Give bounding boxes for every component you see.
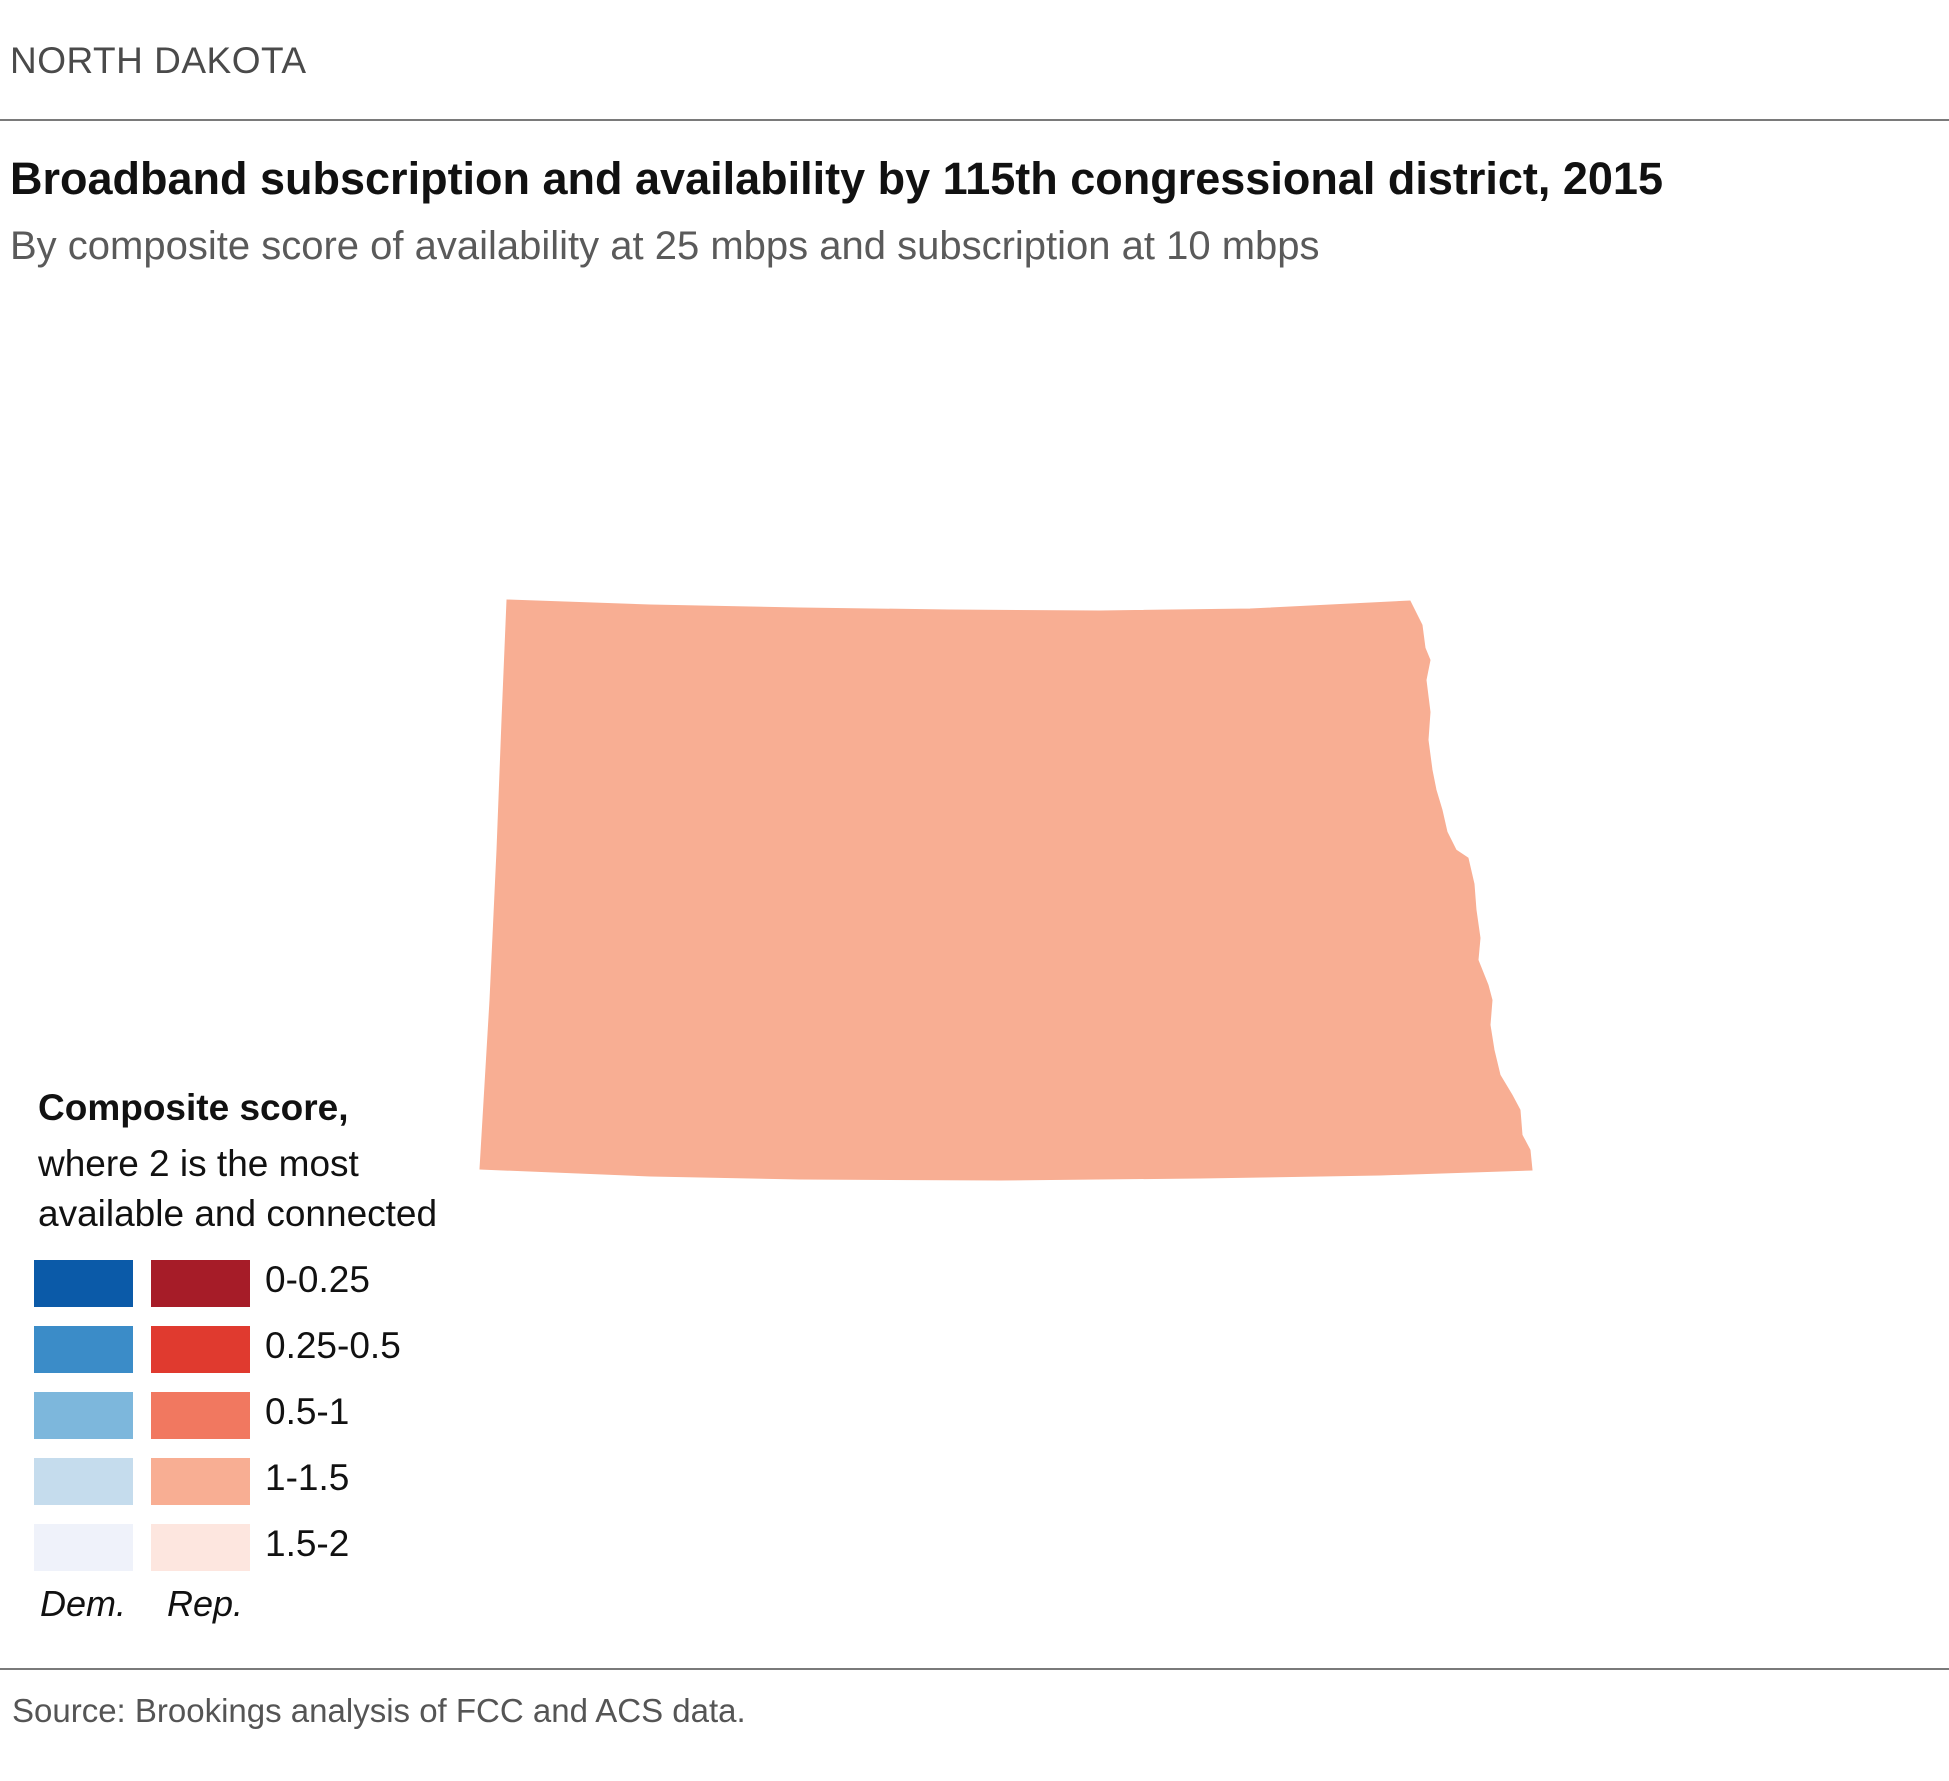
chart-subtitle: By composite score of availability at 25…	[10, 224, 1320, 268]
source-note: Source: Brookings analysis of FCC and AC…	[12, 1692, 746, 1729]
north-dakota-district-shape[interactable]	[479, 599, 1533, 1181]
top-divider	[0, 119, 1949, 121]
bottom-divider	[0, 1668, 1949, 1670]
chart-title: Broadband subscription and availability …	[10, 153, 1663, 204]
state-eyebrow: NORTH DAKOTA	[10, 40, 307, 81]
